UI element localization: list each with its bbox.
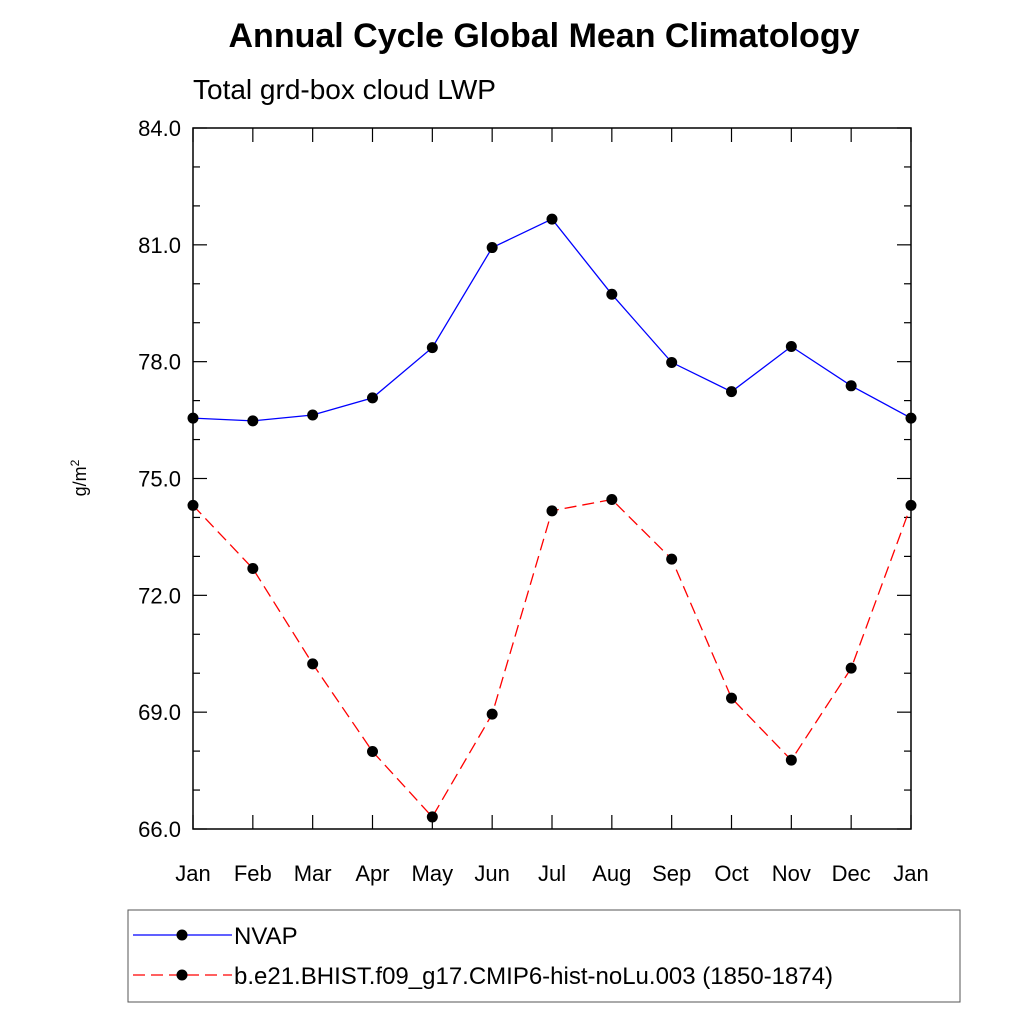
series-layer (187, 213, 917, 823)
legend-marker (176, 929, 188, 941)
x-tick-label: Mar (294, 861, 332, 886)
legend-entries: NVAP b.e21.BHIST.f09_g17.CMIP6-hist-noLu.… (133, 923, 833, 990)
chart-title: Annual Cycle Global Mean Climatology (229, 17, 860, 55)
y-tick-label: 84.0 (138, 116, 181, 141)
series-1 (187, 213, 917, 427)
data-point (307, 409, 319, 421)
data-point (486, 242, 498, 254)
x-tick-label: Aug (592, 861, 631, 886)
data-point (726, 692, 737, 704)
x-tick-label: Sep (652, 861, 691, 886)
data-point (426, 811, 438, 823)
x-tick-label: Jan (893, 861, 928, 886)
x-tick-label: Jan (175, 861, 210, 886)
x-tick-label: Oct (714, 861, 748, 886)
x-axis: Jan Feb Mar Apr May Jun Jul Aug Sep Oct Nov Dec Jan (175, 128, 929, 886)
data-point (726, 386, 737, 398)
data-point (785, 340, 797, 352)
plot-border (192, 127, 912, 830)
data-point (666, 553, 678, 565)
data-point (666, 356, 678, 368)
x-tick-label: Jul (538, 861, 566, 886)
y-tick-label: 69.0 (138, 700, 181, 725)
series-2 (187, 494, 917, 823)
legend-box (127, 909, 961, 1003)
x-tick-label: May (412, 861, 454, 886)
series-line (192, 498, 912, 818)
data-point (845, 662, 857, 674)
legend-label: NVAP (234, 923, 298, 950)
x-tick-label: Jun (474, 861, 509, 886)
x-tick-label: Apr (355, 861, 389, 886)
series-line (192, 218, 912, 422)
y-tick-label: 66.0 (138, 817, 181, 842)
data-point (367, 746, 378, 758)
data-point (187, 412, 199, 424)
y-axis: 66.0 69.0 72.0 75.0 78.0 81.0 84.0 (138, 116, 911, 842)
data-point (845, 380, 857, 392)
data-point (367, 392, 378, 404)
data-point (247, 562, 259, 574)
plot-frame (192, 127, 912, 830)
data-point (187, 499, 199, 511)
legend: NVAP b.e21.BHIST.f09_g17.CMIP6-hist-noLu.… (127, 909, 961, 1003)
data-point (785, 754, 797, 766)
data-point (546, 505, 558, 517)
y-axis-label: g/m2 (68, 459, 90, 496)
x-tick-label: Nov (772, 861, 811, 886)
data-point (905, 499, 917, 511)
data-point (905, 412, 917, 424)
data-point (426, 342, 438, 354)
data-point (486, 708, 498, 720)
data-point (307, 658, 319, 670)
y-tick-label: 75.0 (138, 467, 181, 492)
y-tick-label: 78.0 (138, 350, 181, 375)
x-tick-label: Dec (832, 861, 871, 886)
chart-subtitle: Total grd-box cloud LWP (193, 74, 496, 105)
y-tick-label: 81.0 (138, 233, 181, 258)
data-point (247, 415, 259, 427)
data-point (606, 288, 618, 300)
legend-marker (176, 969, 188, 981)
legend-label: b.e21.BHIST.f09_g17.CMIP6-hist-noLu.003 … (234, 963, 833, 990)
data-point (546, 213, 558, 225)
y-tick-label: 72.0 (138, 583, 181, 608)
data-point (606, 494, 618, 506)
x-tick-label: Feb (234, 861, 272, 886)
